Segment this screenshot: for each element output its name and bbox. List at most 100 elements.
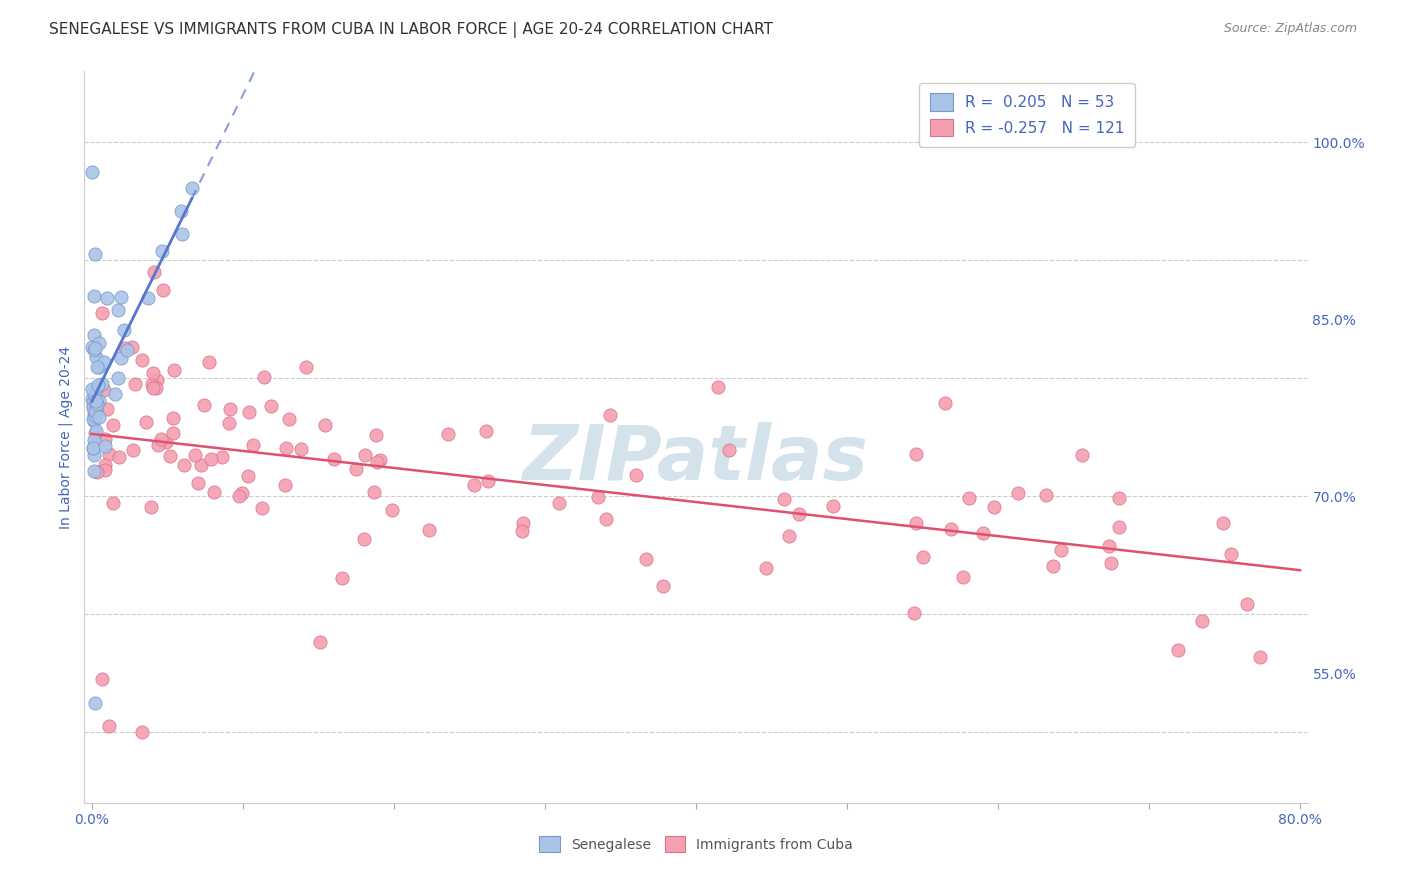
Point <box>228 489 250 503</box>
Point <box>162 425 184 440</box>
Point <box>91 377 114 392</box>
Point <box>90 672 112 686</box>
Point <box>772 491 794 506</box>
Point <box>83 464 105 478</box>
Point <box>366 455 388 469</box>
Point <box>86 359 108 374</box>
Point <box>131 725 153 739</box>
Legend: Senegalese, Immigrants from Cuba: Senegalese, Immigrants from Cuba <box>533 830 859 858</box>
Point <box>82 441 104 455</box>
Point <box>314 418 336 433</box>
Point <box>250 501 273 516</box>
Point <box>82 399 104 413</box>
Point <box>1007 486 1029 500</box>
Point <box>93 458 115 472</box>
Point <box>107 371 129 385</box>
Point <box>155 434 177 449</box>
Point <box>778 529 800 543</box>
Point <box>145 373 167 387</box>
Point <box>101 496 124 510</box>
Point <box>150 244 173 258</box>
Point <box>115 343 138 357</box>
Point <box>96 291 118 305</box>
Point <box>905 447 928 461</box>
Point <box>717 443 740 458</box>
Point <box>80 340 103 354</box>
Point <box>84 342 107 356</box>
Point <box>274 478 297 492</box>
Text: ZIPatlas: ZIPatlas <box>523 422 869 496</box>
Point <box>219 401 242 416</box>
Point <box>83 438 105 452</box>
Point <box>364 427 387 442</box>
Point <box>1070 448 1092 462</box>
Point <box>86 466 108 480</box>
Point <box>823 499 845 513</box>
Point <box>173 458 195 472</box>
Point <box>200 451 222 466</box>
Point <box>242 438 264 452</box>
Point <box>190 458 212 473</box>
Point <box>1167 643 1189 657</box>
Point <box>93 355 115 369</box>
Point <box>83 448 105 462</box>
Point <box>323 452 346 467</box>
Point <box>344 462 367 476</box>
Y-axis label: In Labor Force | Age 20-24: In Labor Force | Age 20-24 <box>59 345 73 529</box>
Point <box>353 532 375 546</box>
Point <box>124 376 146 391</box>
Point <box>82 411 104 425</box>
Point <box>84 399 107 413</box>
Point <box>112 323 135 337</box>
Point <box>152 283 174 297</box>
Point <box>1108 491 1130 505</box>
Point <box>463 478 485 492</box>
Point <box>184 448 207 462</box>
Point <box>1108 520 1130 534</box>
Point <box>983 500 1005 514</box>
Point <box>83 414 105 428</box>
Point <box>114 342 136 356</box>
Point <box>82 401 104 416</box>
Point <box>101 418 124 433</box>
Point <box>93 383 115 397</box>
Point <box>586 490 609 504</box>
Point <box>787 507 810 521</box>
Point <box>84 696 107 710</box>
Point <box>87 360 110 375</box>
Point <box>755 561 778 575</box>
Point <box>110 290 132 304</box>
Point <box>370 453 392 467</box>
Point <box>1035 488 1057 502</box>
Point <box>957 491 980 505</box>
Point <box>1219 547 1241 561</box>
Point <box>82 394 104 409</box>
Point <box>934 396 956 410</box>
Point <box>93 432 115 446</box>
Point <box>181 181 204 195</box>
Point <box>253 370 276 384</box>
Point <box>652 579 675 593</box>
Point <box>89 409 111 424</box>
Point <box>84 351 107 365</box>
Point <box>83 328 105 343</box>
Point <box>363 484 385 499</box>
Point <box>197 355 219 369</box>
Point <box>599 408 621 422</box>
Point <box>107 303 129 318</box>
Point <box>136 291 159 305</box>
Point <box>86 396 108 410</box>
Point <box>1099 557 1122 571</box>
Point <box>231 486 253 500</box>
Point <box>110 351 132 366</box>
Point <box>193 398 215 412</box>
Point <box>163 363 186 377</box>
Point <box>149 432 172 446</box>
Point <box>142 381 165 395</box>
Point <box>477 474 499 488</box>
Point <box>159 449 181 463</box>
Point <box>260 399 283 413</box>
Point <box>83 288 105 302</box>
Point <box>141 377 163 392</box>
Point <box>211 450 233 464</box>
